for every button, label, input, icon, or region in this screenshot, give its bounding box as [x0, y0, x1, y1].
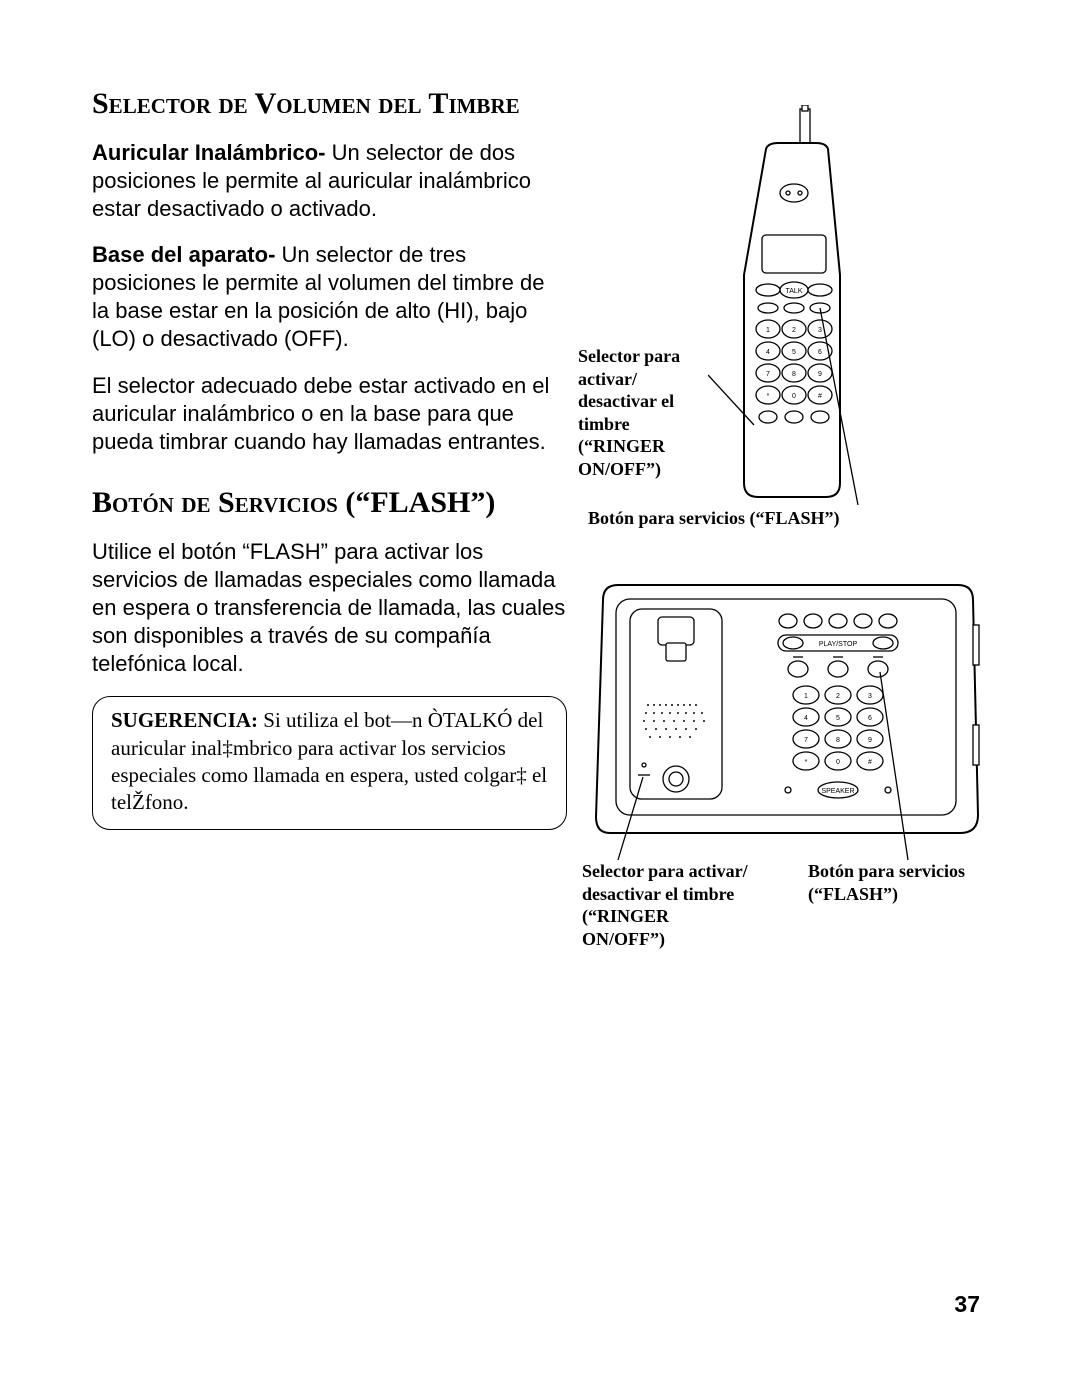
svg-text:3: 3 — [868, 693, 872, 700]
section-title-volume: Selector de Volumen del Timbre — [92, 85, 567, 123]
svg-text:#: # — [868, 759, 872, 766]
caption-handset-ringer: Selector para activar/ desactivar el tim… — [578, 345, 708, 480]
svg-text:1: 1 — [804, 693, 808, 700]
tip-label: SUGERENCIA: — [111, 708, 258, 732]
caption-handset-flash: Botón para servicios (“FLASH”) — [588, 507, 988, 530]
svg-text:3: 3 — [818, 327, 822, 334]
handset-svg: TALK 1 2 3 4 5 6 7 8 9 — [708, 105, 888, 505]
svg-text:7: 7 — [766, 371, 770, 378]
svg-text:SPEAKER: SPEAKER — [821, 788, 854, 795]
svg-text:6: 6 — [818, 349, 822, 356]
svg-text:5: 5 — [792, 349, 796, 356]
svg-text:7: 7 — [804, 737, 808, 744]
svg-text:*: * — [767, 393, 770, 400]
figure-base: PLAY/STOP 1 2 3 4 5 6 7 8 9 — [588, 565, 988, 985]
para-handset-bold: Auricular Inalámbrico- — [92, 140, 326, 165]
page-number: 37 — [954, 1291, 980, 1318]
svg-text:9: 9 — [818, 371, 822, 378]
svg-text:#: # — [818, 393, 822, 400]
svg-text:6: 6 — [868, 715, 872, 722]
svg-text:*: * — [805, 759, 808, 766]
svg-text:0: 0 — [792, 393, 796, 400]
svg-text:8: 8 — [836, 737, 840, 744]
caption-base-flash: Botón para servicios (“FLASH”) — [808, 860, 978, 905]
svg-text:0: 0 — [836, 759, 840, 766]
tip-box: SUGERENCIA: Si utiliza el bot—n ÒTALKÓ d… — [92, 696, 567, 829]
svg-text:2: 2 — [836, 693, 840, 700]
base-svg: PLAY/STOP 1 2 3 4 5 6 7 8 9 — [588, 565, 988, 865]
svg-text:TALK: TALK — [786, 288, 803, 295]
svg-text:8: 8 — [792, 371, 796, 378]
para-base: Base del aparato- Un selector de tres po… — [92, 241, 567, 354]
figure-handset: TALK 1 2 3 4 5 6 7 8 9 — [588, 105, 988, 525]
svg-text:4: 4 — [804, 715, 808, 722]
svg-text:9: 9 — [868, 737, 872, 744]
svg-text:4: 4 — [766, 349, 770, 356]
svg-text:1: 1 — [766, 327, 770, 334]
para-handset: Auricular Inalámbrico- Un selector de do… — [92, 139, 567, 223]
svg-text:5: 5 — [836, 715, 840, 722]
svg-text:PLAY/STOP: PLAY/STOP — [819, 641, 858, 648]
svg-text:2: 2 — [792, 327, 796, 334]
caption-base-ringer: Selector para activar/ desactivar el tim… — [582, 860, 752, 950]
para-flash: Utilice el botón “FLASH” para activar lo… — [92, 538, 567, 679]
para-base-bold: Base del aparato- — [92, 242, 275, 267]
para-selector-note: El selector adecuado debe estar activado… — [92, 372, 567, 456]
section-title-flash: Botón de Servicios (“FLASH”) — [92, 484, 567, 522]
